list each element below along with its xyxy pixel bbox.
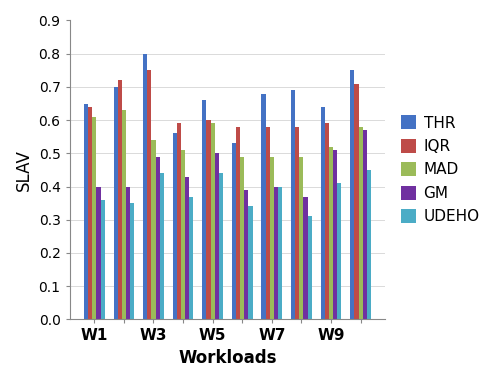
Bar [362,130,367,319]
Bar [248,207,252,319]
Bar [114,87,117,319]
Bar [96,186,100,319]
Bar [122,110,126,319]
Bar [219,173,223,319]
Bar [274,186,278,319]
Bar [367,170,371,319]
Y-axis label: SLAV: SLAV [15,149,33,191]
Bar [156,157,160,319]
Bar [325,123,329,319]
Bar [210,123,214,319]
Bar [118,80,122,319]
Bar [350,70,354,319]
Bar [300,157,304,319]
Bar [354,84,358,319]
Bar [266,127,270,319]
Bar [202,100,206,319]
Bar [295,127,300,319]
Bar [304,196,308,319]
Legend: THR, IQR, MAD, GM, UDEHO: THR, IQR, MAD, GM, UDEHO [396,111,484,229]
X-axis label: Workloads: Workloads [178,349,276,367]
Bar [278,186,282,319]
Bar [308,217,312,319]
Bar [291,90,295,319]
Bar [92,117,96,319]
Bar [214,153,219,319]
Bar [320,107,325,319]
Bar [152,140,156,319]
Bar [172,133,177,319]
Bar [240,157,244,319]
Bar [84,104,88,319]
Bar [177,123,181,319]
Bar [143,54,147,319]
Bar [232,143,236,319]
Bar [262,94,266,319]
Bar [185,176,190,319]
Bar [333,150,337,319]
Bar [181,150,185,319]
Bar [130,203,134,319]
Bar [100,200,104,319]
Bar [337,183,342,319]
Bar [358,127,362,319]
Bar [147,70,152,319]
Bar [244,190,248,319]
Bar [206,120,210,319]
Bar [270,157,274,319]
Bar [329,147,333,319]
Bar [126,186,130,319]
Bar [236,127,240,319]
Bar [160,173,164,319]
Bar [88,107,92,319]
Bar [190,196,194,319]
